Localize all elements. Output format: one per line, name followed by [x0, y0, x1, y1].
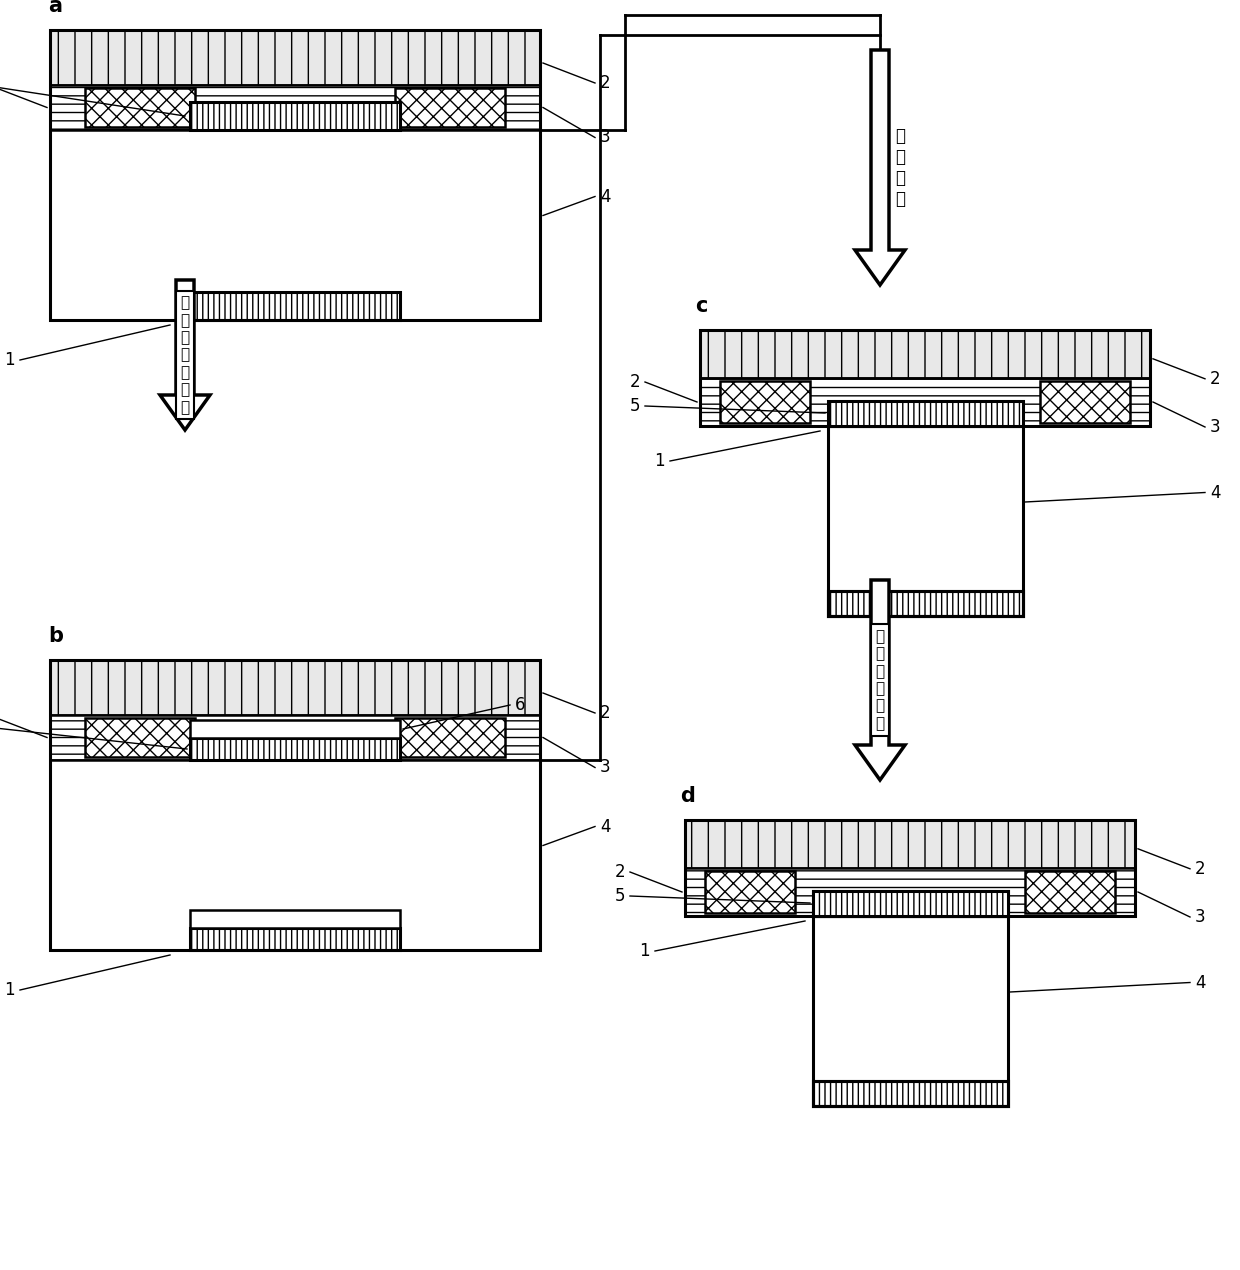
Text: 2: 2 — [614, 864, 625, 881]
Bar — [190, 738, 401, 759]
Text: 5: 5 — [615, 886, 625, 906]
Text: 4: 4 — [600, 188, 610, 206]
Text: d: d — [680, 786, 694, 806]
Bar — [828, 425, 1023, 616]
Text: 3: 3 — [600, 128, 610, 146]
Text: 1: 1 — [655, 452, 665, 470]
Bar — [828, 401, 1023, 425]
Bar — [813, 916, 1008, 1106]
Bar — [701, 330, 1149, 425]
Bar — [86, 718, 195, 757]
Bar — [396, 88, 505, 127]
Text: 3: 3 — [1210, 418, 1220, 436]
Bar — [190, 102, 401, 130]
Bar — [720, 381, 810, 423]
Bar — [190, 911, 401, 928]
Text: 干
氧
刻
蚀: 干 氧 刻 蚀 — [895, 127, 905, 208]
Text: 2: 2 — [630, 373, 640, 391]
Text: c: c — [694, 296, 707, 316]
Bar — [190, 292, 401, 320]
Text: a: a — [48, 0, 62, 17]
Bar — [50, 660, 539, 715]
Bar — [813, 916, 1008, 1106]
Bar — [828, 425, 1023, 616]
Bar — [190, 928, 401, 950]
Bar — [190, 720, 401, 738]
Text: 附
加
栅
极
保
护
层: 附 加 栅 极 保 护 层 — [181, 296, 190, 415]
Bar — [684, 820, 1135, 867]
Bar — [1025, 871, 1115, 913]
Bar — [684, 820, 1135, 916]
Bar — [813, 892, 1008, 916]
Text: b: b — [48, 626, 63, 646]
Text: 6: 6 — [515, 696, 526, 714]
Bar — [50, 715, 539, 759]
Bar — [701, 330, 1149, 378]
Text: 1: 1 — [5, 980, 15, 999]
Text: 4: 4 — [1210, 484, 1220, 502]
Text: 紫
外
曝
光
刻
蚀: 紫 外 曝 光 刻 蚀 — [875, 629, 884, 732]
Bar — [50, 130, 539, 320]
Text: 1: 1 — [5, 351, 15, 370]
Bar — [706, 871, 795, 913]
Text: 2: 2 — [600, 704, 610, 723]
Bar — [50, 660, 539, 950]
Bar — [50, 30, 539, 320]
Bar — [1040, 381, 1130, 423]
Bar — [396, 718, 505, 757]
Text: 2: 2 — [600, 74, 610, 91]
Bar — [828, 591, 1023, 616]
Bar — [50, 30, 539, 85]
Bar — [86, 88, 195, 127]
Text: 2: 2 — [1210, 370, 1220, 387]
Bar — [50, 759, 539, 950]
Bar — [813, 1081, 1008, 1106]
Text: 1: 1 — [640, 942, 650, 960]
Bar — [828, 591, 1023, 616]
Polygon shape — [856, 580, 905, 780]
Bar — [813, 892, 1008, 916]
Bar — [813, 1081, 1008, 1106]
Text: 3: 3 — [1195, 908, 1205, 926]
Text: 4: 4 — [600, 818, 610, 836]
Text: 3: 3 — [600, 758, 610, 776]
Text: 5: 5 — [630, 398, 640, 415]
Bar — [701, 378, 1149, 425]
Polygon shape — [856, 50, 905, 284]
Bar — [50, 85, 539, 130]
Text: 2: 2 — [1195, 860, 1205, 878]
Polygon shape — [160, 279, 210, 431]
Text: 4: 4 — [1195, 974, 1205, 992]
Bar — [684, 867, 1135, 916]
